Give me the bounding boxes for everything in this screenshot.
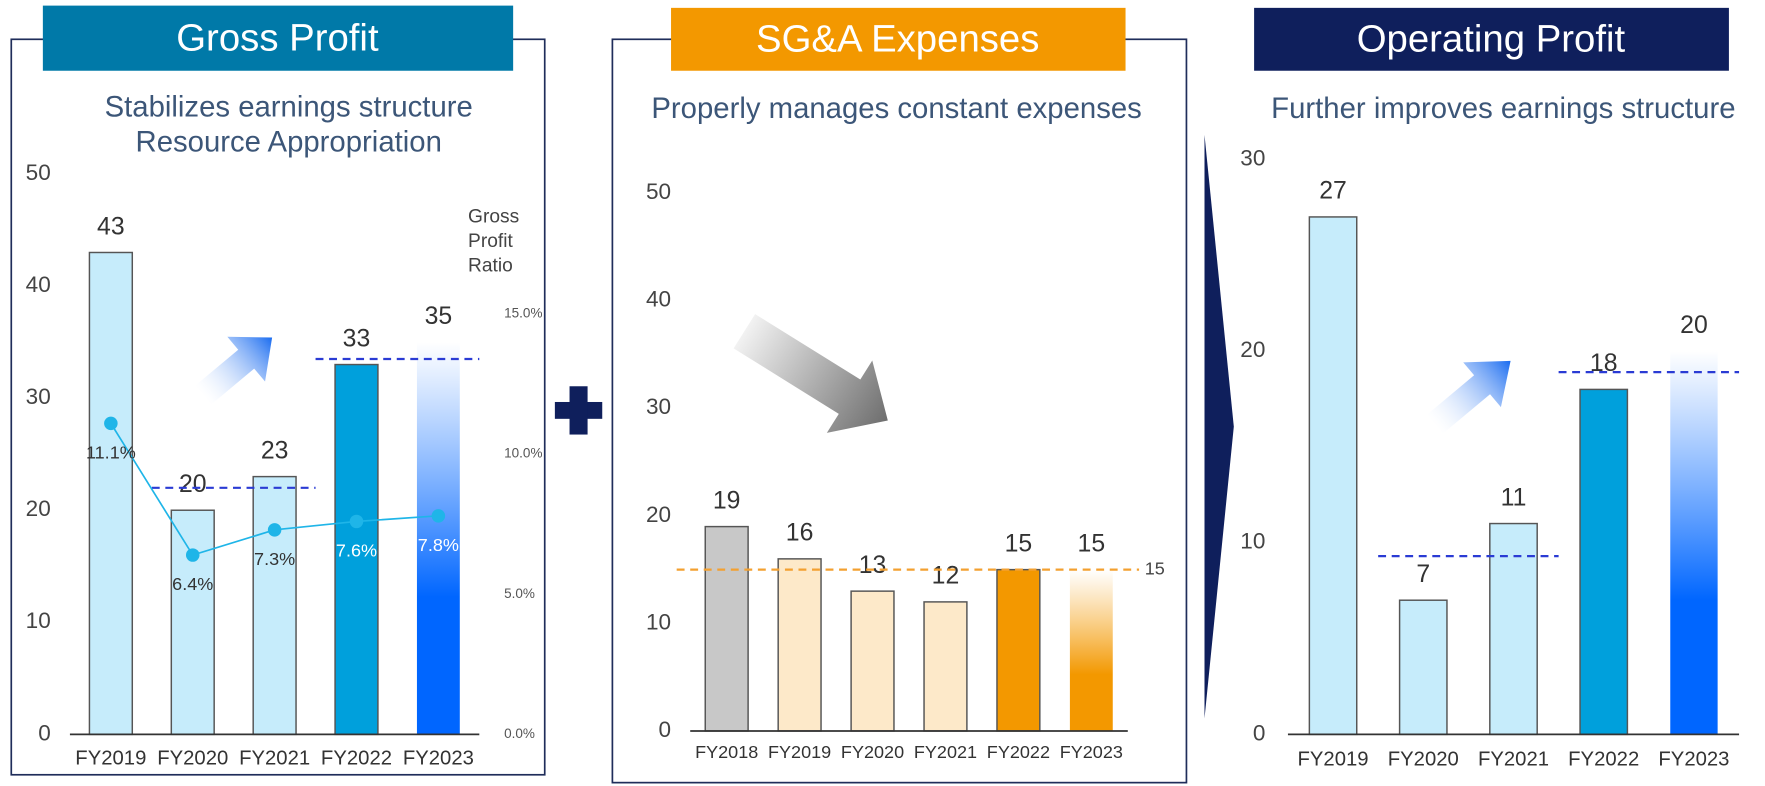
chevron — [1204, 134, 1234, 719]
value-label: 43 — [97, 213, 125, 240]
y-tick-label: 40 — [26, 272, 51, 297]
x-tick-label: FY2021 — [239, 747, 310, 769]
bar — [1579, 388, 1629, 736]
value-label: 13 — [859, 552, 887, 579]
chart-subtitle: Further improves earnings structure — [1271, 93, 1735, 125]
reference-label: 15 — [1145, 558, 1165, 578]
x-tick-label: FY2021 — [914, 742, 977, 762]
legend-entry: Gross Profit Ratio — [468, 205, 520, 277]
bar — [334, 363, 379, 736]
x-tick-label: FY2023 — [1060, 742, 1123, 762]
x-tick-label: FY2020 — [157, 747, 228, 769]
x-tick-label: FY2022 — [987, 742, 1050, 762]
bar — [850, 590, 895, 732]
y2-tick-label: 15.0% — [504, 306, 542, 321]
line-point — [349, 514, 364, 529]
point-label: 6.4% — [172, 574, 213, 594]
bar — [996, 568, 1041, 732]
value-label: 19 — [713, 487, 741, 514]
value-label: 7 — [1416, 561, 1430, 588]
point-label: 7.6% — [336, 541, 377, 561]
value-label: 20 — [1680, 312, 1708, 339]
y-tick-label: 10 — [26, 608, 51, 633]
x-tick-label: FY2018 — [695, 742, 758, 762]
x-tick-label: FY2019 — [768, 742, 831, 762]
point-label: 7.8% — [418, 535, 459, 555]
trend-arrow — [195, 336, 273, 405]
bar — [88, 251, 134, 736]
chart-title: SG&A Expenses — [756, 18, 1039, 61]
y-tick-label: 20 — [26, 496, 51, 521]
y-tick-label: 40 — [646, 287, 671, 312]
y-tick-label: 30 — [1240, 145, 1265, 170]
bar — [170, 509, 215, 736]
line-point — [185, 548, 200, 562]
y2-tick-label: 0.0% — [504, 726, 535, 741]
trend-arrow — [1426, 360, 1511, 434]
value-label: 12 — [932, 563, 960, 590]
value-label: 20 — [179, 471, 207, 498]
y-tick-label: 30 — [26, 384, 51, 409]
value-label: 15 — [1078, 530, 1106, 557]
value-label: 35 — [425, 303, 453, 330]
x-tick-label: FY2019 — [75, 747, 146, 769]
line-point — [431, 509, 446, 523]
y-tick-label: 30 — [646, 394, 671, 419]
chart-subtitle: Stabilizes earnings structure — [105, 92, 473, 124]
x-tick-label: FY2021 — [1478, 749, 1549, 771]
point-label: 7.3% — [254, 549, 295, 569]
y2-tick-label: 5.0% — [504, 586, 535, 601]
bar — [252, 475, 297, 736]
value-label: 16 — [786, 520, 814, 547]
line-point — [104, 416, 118, 431]
trend-arrow — [733, 314, 888, 433]
chart-title: Operating Profit — [1357, 18, 1626, 61]
bar — [416, 342, 460, 735]
y-tick-label: 10 — [1240, 529, 1265, 554]
y-tick-label: 0 — [658, 717, 671, 742]
line-point — [267, 523, 282, 537]
x-tick-label: FY2023 — [403, 747, 474, 769]
point-label: 11.1% — [86, 442, 136, 462]
x-tick-label: FY2022 — [321, 747, 392, 769]
chart-subtitle: Properly manages constant expenses — [651, 93, 1141, 125]
y-tick-label: 20 — [1240, 337, 1265, 362]
bar — [923, 601, 968, 732]
chart-title: Gross Profit — [176, 17, 379, 60]
legend: Gross Profit Ratio — [468, 205, 520, 277]
y-tick-label: 10 — [646, 609, 671, 634]
value-label: 15 — [1005, 530, 1033, 557]
bar — [777, 558, 822, 732]
x-tick-label: FY2023 — [1658, 749, 1729, 771]
value-label: 11 — [1501, 484, 1527, 511]
value-label: 23 — [261, 437, 289, 464]
y2-tick-label: 10.0% — [504, 446, 542, 461]
x-tick-label: FY2019 — [1298, 749, 1369, 771]
y-tick-label: 50 — [646, 179, 671, 204]
bar — [1069, 569, 1113, 731]
x-tick-label: FY2020 — [1388, 749, 1459, 771]
bar — [1308, 216, 1358, 736]
x-tick-label: FY2020 — [841, 742, 904, 762]
y-tick-label: 0 — [1253, 720, 1266, 745]
title-banner — [42, 5, 514, 71]
value-label: 27 — [1319, 178, 1347, 205]
value-label: 33 — [343, 325, 371, 352]
y-tick-label: 0 — [38, 720, 51, 745]
title-banner — [1254, 7, 1729, 71]
bar — [1670, 351, 1718, 735]
bar — [704, 525, 749, 732]
plus-sign — [554, 386, 603, 435]
y-tick-label: 50 — [26, 160, 51, 185]
x-tick-label: FY2022 — [1568, 749, 1639, 771]
title-banner — [671, 7, 1126, 71]
bar — [1398, 599, 1448, 736]
y-tick-label: 20 — [646, 502, 671, 527]
chart-subtitle: Resource Appropriation — [136, 126, 442, 158]
